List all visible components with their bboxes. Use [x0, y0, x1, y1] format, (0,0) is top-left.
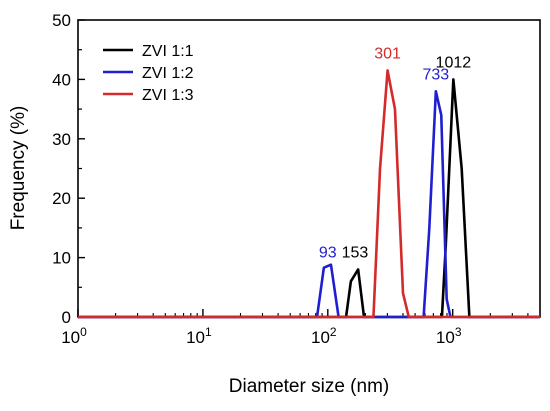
y-tick-label: 10 [52, 249, 71, 268]
legend-label: ZVI 1:2 [142, 65, 194, 82]
x-tick-label: 102 [311, 325, 337, 347]
legend-label: ZVI 1:3 [142, 87, 194, 104]
legend-label: ZVI 1:1 [142, 43, 194, 60]
y-axis: 0 10 20 30 40 50 [52, 11, 85, 327]
y-tick-label: 20 [52, 189, 71, 208]
y-tick-label: 50 [52, 11, 71, 30]
peak-label: 93 [319, 245, 337, 262]
series-layer [78, 69, 540, 319]
x-axis: 100 101 102 103 [61, 309, 529, 347]
peak-label: 733 [422, 66, 449, 83]
y-tick-label: 0 [62, 308, 71, 327]
y-axis-label: Frequency (%) [8, 106, 29, 231]
peak-label: 301 [374, 46, 401, 63]
series-line-zvi-1-2 [78, 89, 540, 319]
peak-label: 1012 [436, 54, 472, 71]
y-tick-label: 40 [52, 70, 71, 89]
x-tick-label: 103 [436, 325, 462, 347]
series-line-zvi-1-3 [78, 69, 540, 319]
y-tick-label: 30 [52, 130, 71, 149]
x-tick-label: 100 [61, 325, 87, 347]
legend: ZVI 1:1 ZVI 1:2 ZVI 1:3 [103, 43, 194, 104]
x-axis-label: Diameter size (nm) [229, 376, 389, 397]
peak-label: 153 [342, 245, 369, 262]
x-tick-label: 101 [186, 325, 212, 347]
series-line-zvi-1-1 [78, 78, 540, 319]
